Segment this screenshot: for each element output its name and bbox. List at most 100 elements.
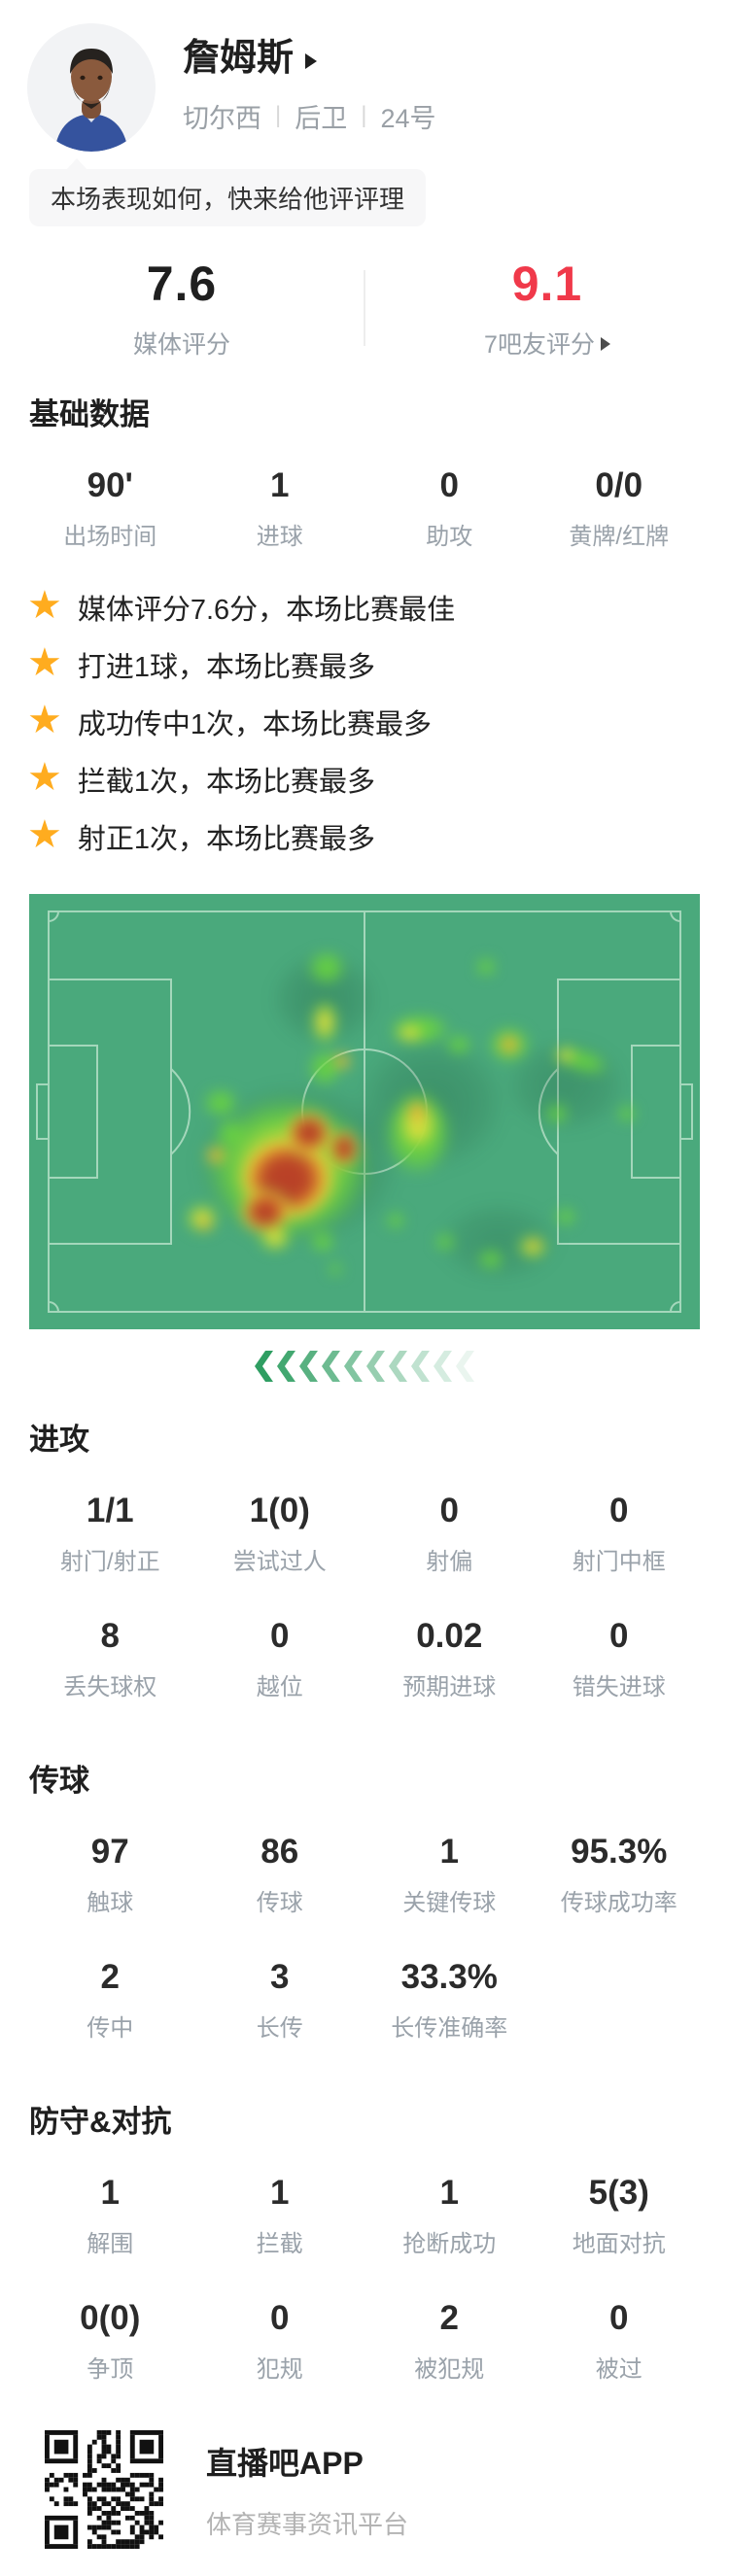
highlight-text: 打进1球，本场比赛最多 bbox=[77, 651, 375, 683]
stat-label: 传中 bbox=[87, 2015, 134, 2042]
stat-cell: 8 丢失球权 bbox=[25, 1617, 195, 1701]
highlight-item: 媒体评分7.6分，本场比赛最佳 bbox=[0, 578, 729, 635]
chevron-left-icon bbox=[434, 1351, 452, 1382]
stat-value: 86 bbox=[260, 1833, 299, 1871]
stat-cell: 0 助攻 bbox=[364, 466, 535, 551]
chevron-left-icon bbox=[456, 1351, 474, 1382]
ratings-row: 7.6 媒体评分 9.1 7吧友评分 bbox=[0, 256, 729, 361]
stat-value: 0 bbox=[609, 1617, 629, 1655]
basic-stats-grid: 90' 出场时间 1 进球 0 助攻 0/0 黄牌/红牌 bbox=[0, 466, 729, 551]
attack-title: 进攻 bbox=[29, 1423, 89, 1457]
highlight-text: 拦截1次，本场比赛最多 bbox=[77, 766, 375, 798]
stat-label: 被过 bbox=[595, 2356, 642, 2383]
chevron-left-icon bbox=[299, 1351, 318, 1382]
chevron-left-icon bbox=[366, 1351, 385, 1382]
stat-label: 射门/射正 bbox=[59, 1549, 160, 1575]
chevron-left-icon bbox=[277, 1351, 295, 1382]
stat-value: 3 bbox=[270, 1958, 290, 1996]
stat-label: 射门中框 bbox=[572, 1549, 666, 1575]
stat-label: 黄牌/红牌 bbox=[569, 524, 670, 550]
stat-label: 关键传球 bbox=[402, 1890, 497, 1916]
stat-label: 犯规 bbox=[256, 2356, 303, 2383]
stat-value: 90' bbox=[87, 466, 133, 504]
player-number: 24号 bbox=[380, 103, 436, 133]
highlight-item: 成功传中1次，本场比赛最多 bbox=[0, 693, 729, 750]
player-header: 詹姆斯 切尔西 | 后卫 | 24号 bbox=[0, 0, 729, 152]
stat-value: 1 bbox=[270, 466, 290, 504]
stat-cell: 86 传球 bbox=[195, 1833, 365, 1917]
stat-cell: 2 被犯规 bbox=[364, 2299, 535, 2384]
player-name: 詹姆斯 bbox=[183, 38, 295, 79]
stat-value: 1 bbox=[439, 1833, 459, 1871]
stat-cell: 3 长传 bbox=[195, 1958, 365, 2043]
player-meta: 切尔西 | 后卫 | 24号 bbox=[183, 97, 436, 135]
stat-cell: 1(0) 尝试过人 bbox=[195, 1492, 365, 1576]
stat-label: 进球 bbox=[256, 524, 303, 550]
player-name-row[interactable]: 詹姆斯 bbox=[183, 38, 436, 80]
stat-value: 97 bbox=[90, 1833, 129, 1871]
section-defense: 防守&对抗 1 解围 1 拦截 1 抢断成功 5(3) 地面对抗 0 bbox=[0, 2097, 729, 2384]
stat-cell: 1 关键传球 bbox=[364, 1833, 535, 1917]
stat-value: 1/1 bbox=[86, 1492, 134, 1529]
attack-stats-grid: 1/1 射门/射正 1(0) 尝试过人 0 射偏 0 射门中框 8 丢失球权 bbox=[0, 1492, 729, 1701]
stat-cell: 1 进球 bbox=[195, 466, 365, 551]
stat-label: 预期进球 bbox=[402, 1674, 497, 1700]
highlight-text: 成功传中1次，本场比赛最多 bbox=[77, 708, 432, 740]
app-footer: 直播吧APP 体育赛事资讯平台 bbox=[0, 2430, 729, 2549]
qr-code bbox=[45, 2430, 163, 2549]
highlight-text: 媒体评分7.6分，本场比赛最佳 bbox=[77, 594, 456, 626]
stat-cell: 0 射偏 bbox=[364, 1492, 535, 1576]
star-icon bbox=[27, 643, 62, 682]
stat-value: 8 bbox=[100, 1617, 120, 1655]
stat-value: 0 bbox=[270, 2299, 290, 2337]
stat-value: 95.3% bbox=[571, 1833, 668, 1871]
fans-rating-label: 7吧友评分 bbox=[365, 326, 729, 361]
highlight-item: 拦截1次，本场比赛最多 bbox=[0, 750, 729, 807]
media-rating-label: 媒体评分 bbox=[132, 331, 230, 359]
defense-title: 防守&对抗 bbox=[29, 2105, 172, 2139]
stat-cell: 0 越位 bbox=[195, 1617, 365, 1701]
stat-cell: 0/0 黄牌/红牌 bbox=[535, 466, 705, 551]
stat-label: 出场时间 bbox=[63, 524, 157, 550]
stat-cell: 1 拦截 bbox=[195, 2174, 365, 2258]
player-avatar[interactable] bbox=[27, 23, 156, 152]
app-name: 直播吧APP bbox=[206, 2445, 364, 2481]
stat-label: 错失进球 bbox=[572, 1674, 666, 1700]
chevron-left-icon bbox=[344, 1351, 363, 1382]
meta-separator: | bbox=[275, 102, 282, 129]
stat-value: 5(3) bbox=[588, 2174, 649, 2212]
section-basic: 基础数据 90' 出场时间 1 进球 0 助攻 0/0 黄牌/红牌 bbox=[0, 390, 729, 551]
stat-value: 1(0) bbox=[249, 1492, 310, 1529]
stat-label: 助攻 bbox=[426, 524, 473, 550]
rate-prompt-bubble[interactable]: 本场表现如何，快来给他评评理 bbox=[29, 158, 427, 226]
stat-label: 抢断成功 bbox=[402, 2231, 497, 2257]
chevron-left-icon bbox=[411, 1351, 430, 1382]
stat-label: 拦截 bbox=[256, 2231, 303, 2257]
fans-rating[interactable]: 9.1 7吧友评分 bbox=[365, 256, 729, 361]
stat-value: 2 bbox=[439, 2299, 459, 2337]
stat-value: 1 bbox=[270, 2174, 290, 2212]
attack-direction-chevrons bbox=[0, 1351, 729, 1382]
defense-stats-grid: 1 解围 1 拦截 1 抢断成功 5(3) 地面对抗 0(0) 争顶 bbox=[0, 2174, 729, 2384]
stat-cell: 0 错失进球 bbox=[535, 1617, 705, 1701]
stat-cell: 0 射门中框 bbox=[535, 1492, 705, 1576]
star-icon bbox=[27, 758, 62, 797]
media-rating-value: 7.6 bbox=[146, 257, 218, 311]
passing-stats-grid: 97 触球 86 传球 1 关键传球 95.3% 传球成功率 2 传中 bbox=[0, 1833, 729, 2043]
stat-label: 丢失球权 bbox=[63, 1674, 157, 1700]
highlights-list: 媒体评分7.6分，本场比赛最佳 打进1球，本场比赛最多 成功传中1次，本场比赛最… bbox=[0, 578, 729, 865]
fans-rating-value: 9.1 bbox=[511, 257, 583, 311]
star-icon bbox=[27, 701, 62, 739]
stat-label: 越位 bbox=[256, 1674, 303, 1700]
stat-label: 地面对抗 bbox=[572, 2231, 666, 2257]
app-tagline: 体育赛事资讯平台 bbox=[206, 2509, 409, 2539]
ratings-divider bbox=[364, 270, 365, 346]
fans-rating-arrow-icon bbox=[600, 337, 610, 351]
stat-label: 争顶 bbox=[87, 2356, 134, 2383]
basic-title: 基础数据 bbox=[29, 397, 150, 431]
highlight-item: 打进1球，本场比赛最多 bbox=[0, 635, 729, 693]
stat-value: 0(0) bbox=[80, 2299, 141, 2337]
stat-cell: 97 触球 bbox=[25, 1833, 195, 1917]
stat-cell: 1/1 射门/射正 bbox=[25, 1492, 195, 1576]
heatmap-pitch bbox=[29, 894, 700, 1329]
